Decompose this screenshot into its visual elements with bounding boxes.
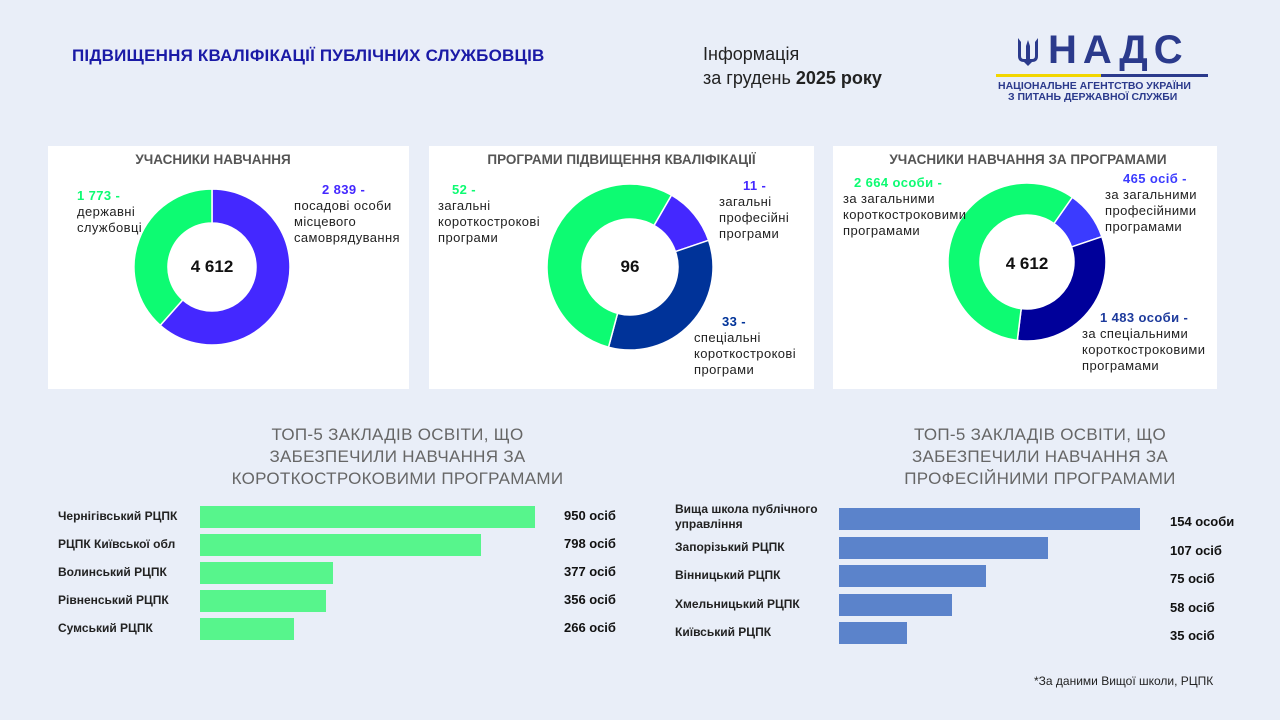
bar xyxy=(839,565,986,587)
donut-slice-1 xyxy=(133,188,213,327)
value: 52 - xyxy=(452,182,477,197)
value: 1 483 особи - xyxy=(1100,310,1189,325)
info-prefix: за грудень xyxy=(703,68,796,88)
bar-value-label: 107 осіб xyxy=(1170,542,1222,558)
desc: за загальними короткостроковими програма… xyxy=(843,191,967,238)
panel-title: УЧАСНИКИ НАВЧАННЯ ЗА ПРОГРАМАМИ xyxy=(889,152,1167,167)
bar-value-label: 377 осіб xyxy=(564,564,616,579)
label-civil-servants: 1 773 - державні службовці xyxy=(77,188,167,236)
logo-line1: НАЦІОНАЛЬНЕ АГЕНТСТВО УКРАЇНИ xyxy=(998,80,1191,92)
desc: спеціальні короткострокові програми xyxy=(694,330,797,377)
panel-title: УЧАСНИКИ НАВЧАННЯ xyxy=(135,152,291,167)
programs-donut xyxy=(546,183,714,351)
value: 2 664 особи - xyxy=(854,175,943,190)
prof-programs-bar-title: ТОП-5 ЗАКЛАДІВ ОСВІТИ, ЩО ЗАБЕЗПЕЧИЛИ НА… xyxy=(904,425,1176,488)
bar-label: Вища школа публічного управління xyxy=(675,502,818,531)
info-line1: Інформація xyxy=(703,44,800,64)
bar-value-label: 798 осіб xyxy=(564,536,616,551)
bar-value-label: 950 осіб xyxy=(564,508,616,523)
bar xyxy=(200,506,535,528)
donut-slice-2 xyxy=(546,183,673,349)
short-programs-bar-title: ТОП-5 ЗАКЛАДІВ ОСВІТИ, ЩО ЗАБЕЗПЕЧИЛИ НА… xyxy=(231,425,564,488)
bar-label: РЦПК Київської обл xyxy=(58,537,176,551)
bar-label: Сумський РЦПК xyxy=(58,621,153,635)
donut-slice-1 xyxy=(1016,235,1107,342)
bar-value-label: 356 осіб xyxy=(564,592,616,607)
participants-donut xyxy=(133,188,291,346)
report-period: Інформація за грудень 2025 року xyxy=(703,42,882,90)
programs-panel: ПРОГРАМИ ПІДВИЩЕННЯ КВАЛІФІКАЦІЇ 96 52 -… xyxy=(429,146,814,389)
donut-slice-1 xyxy=(607,239,714,351)
donut-center-value: 96 xyxy=(620,257,640,276)
info-line2: за грудень 2025 року xyxy=(703,66,882,90)
label-local-officials: 2 839 - посадові особи місцевого самовряд… xyxy=(294,182,409,246)
info-year: 2025 року xyxy=(795,68,882,88)
desc: посадові особи місцевого самоврядування xyxy=(294,198,401,245)
value: 2 839 - xyxy=(322,182,366,197)
value: 465 осіб - xyxy=(1123,171,1187,186)
value: 11 - xyxy=(743,178,767,193)
donut-center-value: 4 612 xyxy=(190,257,234,276)
desc: загальні професійні програми xyxy=(719,194,790,241)
bar-label: Запорізький РЦПК xyxy=(675,539,785,554)
bar-value-label: 154 особи xyxy=(1170,514,1235,529)
bar xyxy=(839,536,1049,559)
bar-value-label: 75 осіб xyxy=(1170,571,1215,586)
label-special-short: 33 - спеціальні короткострокові програми xyxy=(694,314,812,378)
label-general-short: 2 664 особи - за загальними короткостроко… xyxy=(843,175,983,239)
desc: за загальними професійними програмами xyxy=(1105,187,1197,234)
bar-label: Чернігівський РЦПК xyxy=(58,509,178,523)
bar xyxy=(200,618,294,640)
label-general-prof: 465 осіб - за загальними професійними про… xyxy=(1105,171,1217,235)
nads-logo: НАДС НАЦІОНАЛЬНЕ АГЕНТСТВО УКРАЇНИ З ПИТ… xyxy=(996,28,1208,103)
participants-panel: УЧАСНИКИ НАВЧАННЯ 4 612 1 773 - державні … xyxy=(48,146,409,389)
donut-slice-0 xyxy=(159,188,291,346)
bar-label: Київський РЦПК xyxy=(675,625,772,639)
logo-abbr: НАДС xyxy=(1048,28,1189,72)
participants-by-program-donut xyxy=(947,182,1107,342)
participants-by-program-panel: УЧАСНИКИ НАВЧАННЯ ЗА ПРОГРАМАМИ 4 612 2 … xyxy=(833,146,1217,389)
bar-value-label: 58 осіб xyxy=(1170,599,1215,615)
bar xyxy=(839,622,908,644)
bar xyxy=(200,590,326,612)
bar xyxy=(839,593,953,616)
bar-label: Вінницький РЦПК xyxy=(675,568,781,582)
desc: державні службовці xyxy=(77,204,143,235)
label-general-short: 52 - загальні короткострокові програми xyxy=(438,182,558,246)
bar xyxy=(200,534,482,556)
bar xyxy=(200,562,333,584)
page-title: ПІДВИЩЕННЯ КВАЛІФІКАЦІЇ ПУБЛІЧНИХ СЛУЖБО… xyxy=(72,46,545,65)
label-general-prof: 11 - загальні професійні програми xyxy=(719,178,799,242)
bar-label: Волинський РЦПК xyxy=(58,565,167,579)
bar-value-label: 35 осіб xyxy=(1170,628,1215,643)
logo-line2: З ПИТАНЬ ДЕРЖАВНОЇ СЛУЖБИ xyxy=(1008,91,1178,103)
bar-value-label: 266 осіб xyxy=(564,620,616,635)
bar xyxy=(839,508,1140,530)
value: 33 - xyxy=(722,314,747,329)
label-special-short: 1 483 особи - за спеціальними короткостро… xyxy=(1082,310,1217,374)
bar-label: Хмельницький РЦПК xyxy=(675,596,800,611)
value: 1 773 - xyxy=(77,188,121,203)
donut-center-value: 4 612 xyxy=(1005,254,1049,273)
bar-label: Рівненський РЦПК xyxy=(58,593,169,607)
trident-icon xyxy=(1018,38,1038,66)
panel-title: ПРОГРАМИ ПІДВИЩЕННЯ КВАЛІФІКАЦІЇ xyxy=(487,152,756,167)
footnote: *За даними Вищої школи, РЦПК xyxy=(1034,674,1214,688)
desc: за спеціальними короткостроковими програ… xyxy=(1082,326,1206,373)
donut-slice-2 xyxy=(947,182,1074,342)
desc: загальні короткострокові програми xyxy=(438,198,541,245)
